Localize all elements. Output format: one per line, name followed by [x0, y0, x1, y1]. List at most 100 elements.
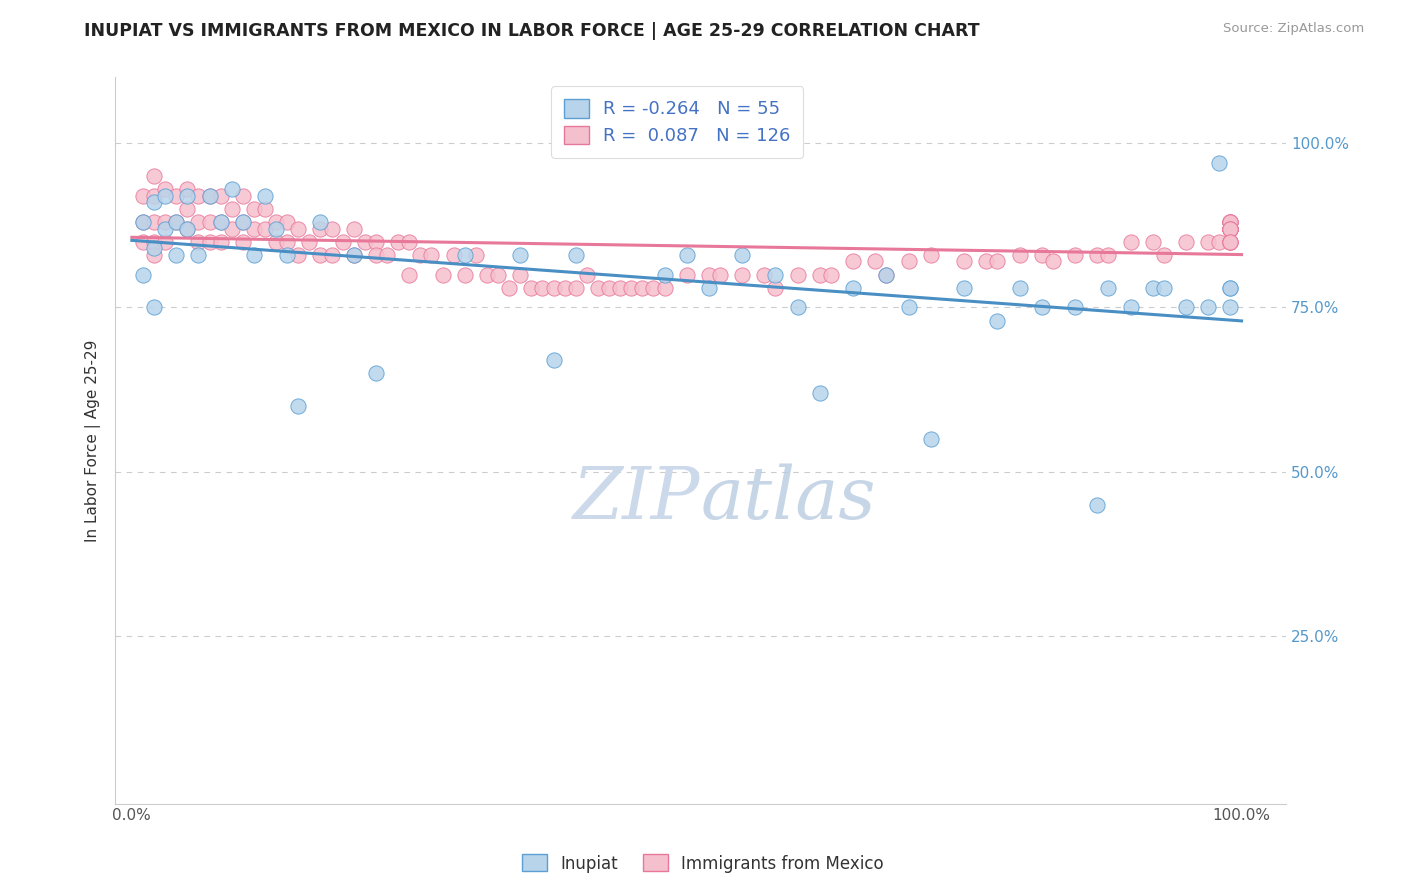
- Point: [364, 366, 387, 380]
- Point: [865, 254, 887, 268]
- Point: [953, 254, 976, 268]
- Point: [897, 254, 920, 268]
- Point: [364, 235, 387, 249]
- Point: [343, 248, 366, 262]
- Point: [1219, 235, 1241, 249]
- Text: INUPIAT VS IMMIGRANTS FROM MEXICO IN LABOR FORCE | AGE 25-29 CORRELATION CHART: INUPIAT VS IMMIGRANTS FROM MEXICO IN LAB…: [84, 22, 980, 40]
- Point: [454, 268, 477, 282]
- Text: ZIP: ZIP: [574, 463, 700, 534]
- Point: [343, 221, 366, 235]
- Point: [443, 248, 465, 262]
- Point: [243, 221, 266, 235]
- Point: [1219, 221, 1241, 235]
- Point: [1219, 215, 1241, 229]
- Point: [1119, 235, 1142, 249]
- Point: [731, 268, 754, 282]
- Point: [253, 202, 276, 216]
- Point: [132, 235, 155, 249]
- Point: [1008, 248, 1031, 262]
- Point: [143, 188, 166, 202]
- Point: [1008, 281, 1031, 295]
- Point: [564, 281, 586, 295]
- Point: [986, 254, 1008, 268]
- Point: [976, 254, 998, 268]
- Point: [420, 248, 443, 262]
- Point: [321, 221, 343, 235]
- Point: [1219, 235, 1241, 249]
- Point: [675, 268, 697, 282]
- Point: [209, 215, 232, 229]
- Point: [232, 188, 254, 202]
- Legend: Inupiat, Immigrants from Mexico: Inupiat, Immigrants from Mexico: [516, 847, 890, 880]
- Point: [132, 268, 155, 282]
- Legend: R = -0.264   N = 55, R =  0.087   N = 126: R = -0.264 N = 55, R = 0.087 N = 126: [551, 87, 803, 158]
- Point: [1219, 215, 1241, 229]
- Point: [564, 248, 586, 262]
- Point: [464, 248, 486, 262]
- Point: [598, 281, 620, 295]
- Point: [276, 248, 298, 262]
- Point: [309, 215, 332, 229]
- Point: [1097, 248, 1119, 262]
- Point: [1153, 248, 1175, 262]
- Point: [153, 235, 176, 249]
- Point: [1219, 301, 1241, 315]
- Point: [187, 235, 209, 249]
- Point: [1208, 156, 1230, 170]
- Point: [543, 281, 565, 295]
- Point: [143, 235, 166, 249]
- Point: [253, 188, 276, 202]
- Point: [1142, 281, 1164, 295]
- Point: [398, 268, 420, 282]
- Point: [232, 215, 254, 229]
- Text: Source: ZipAtlas.com: Source: ZipAtlas.com: [1223, 22, 1364, 36]
- Point: [631, 281, 654, 295]
- Point: [153, 188, 176, 202]
- Point: [153, 215, 176, 229]
- Point: [486, 268, 509, 282]
- Point: [253, 221, 276, 235]
- Point: [432, 268, 454, 282]
- Point: [820, 268, 842, 282]
- Point: [132, 188, 155, 202]
- Point: [1031, 301, 1053, 315]
- Point: [1064, 301, 1087, 315]
- Point: [176, 202, 198, 216]
- Point: [1219, 221, 1241, 235]
- Point: [543, 353, 565, 368]
- Point: [153, 182, 176, 196]
- Point: [276, 235, 298, 249]
- Point: [575, 268, 598, 282]
- Point: [153, 221, 176, 235]
- Point: [343, 248, 366, 262]
- Point: [1197, 301, 1219, 315]
- Point: [287, 399, 309, 413]
- Point: [620, 281, 643, 295]
- Point: [1208, 235, 1230, 249]
- Point: [1219, 221, 1241, 235]
- Point: [143, 215, 166, 229]
- Point: [786, 301, 808, 315]
- Point: [953, 281, 976, 295]
- Point: [1042, 254, 1064, 268]
- Point: [586, 281, 609, 295]
- Point: [1219, 221, 1241, 235]
- Point: [1219, 221, 1241, 235]
- Point: [654, 268, 676, 282]
- Point: [143, 195, 166, 210]
- Point: [298, 235, 321, 249]
- Point: [209, 188, 232, 202]
- Point: [842, 281, 865, 295]
- Point: [920, 432, 942, 446]
- Point: [1153, 281, 1175, 295]
- Point: [132, 215, 155, 229]
- Point: [375, 248, 398, 262]
- Point: [509, 248, 531, 262]
- Point: [232, 215, 254, 229]
- Point: [143, 241, 166, 255]
- Point: [232, 235, 254, 249]
- Y-axis label: In Labor Force | Age 25-29: In Labor Force | Age 25-29: [86, 339, 101, 541]
- Point: [143, 301, 166, 315]
- Point: [321, 248, 343, 262]
- Point: [1175, 301, 1198, 315]
